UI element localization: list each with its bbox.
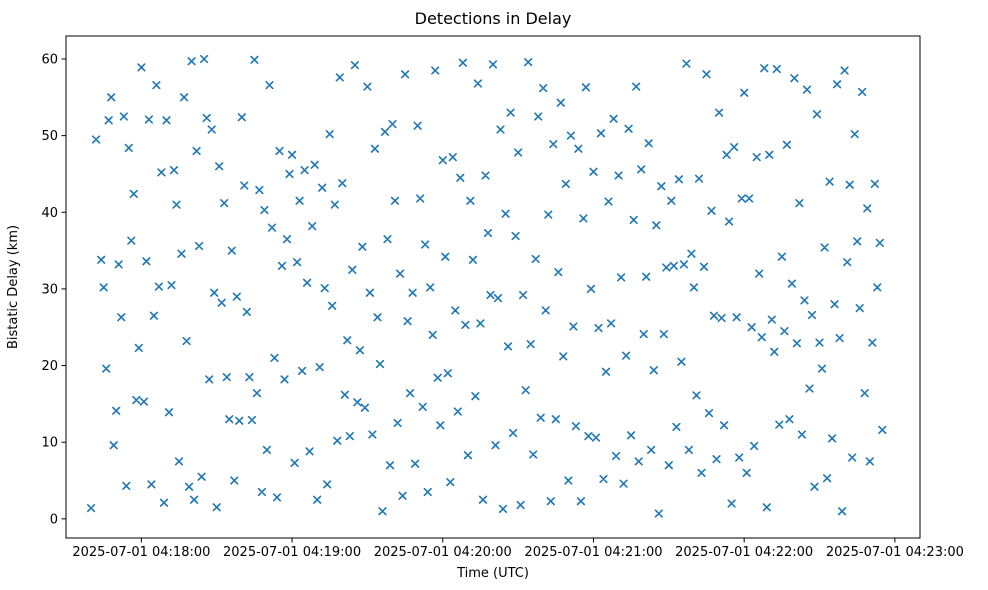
axes-frame xyxy=(65,35,921,539)
x-tick-label: 2025-07-01 04:23:00 xyxy=(826,545,964,560)
x-axis-label: Time (UTC) xyxy=(456,566,529,581)
y-tick-label: 40 xyxy=(41,206,58,221)
y-tick-label: 60 xyxy=(41,52,58,67)
y-tick-label: 0 xyxy=(50,512,58,527)
y-tick-label: 10 xyxy=(41,436,58,451)
x-tick-label: 2025-07-01 04:20:00 xyxy=(374,545,512,560)
x-tick-label: 2025-07-01 04:22:00 xyxy=(675,545,813,560)
y-tick-label: 20 xyxy=(41,359,58,374)
plot-area: 2025-07-01 04:18:00 2025-07-01 04:19:00 20… xyxy=(41,35,964,560)
y-tick-label: 50 xyxy=(41,129,58,144)
y-tick-label: 30 xyxy=(41,282,58,297)
y-axis-label: Bistatic Delay (km) xyxy=(6,225,21,349)
chart-title: Detections in Delay xyxy=(415,9,572,28)
scatter-points xyxy=(87,54,887,518)
x-tick-label: 2025-07-01 04:21:00 xyxy=(524,545,662,560)
x-tick-label: 2025-07-01 04:19:00 xyxy=(223,545,361,560)
x-tick-label: 2025-07-01 04:18:00 xyxy=(72,545,210,560)
